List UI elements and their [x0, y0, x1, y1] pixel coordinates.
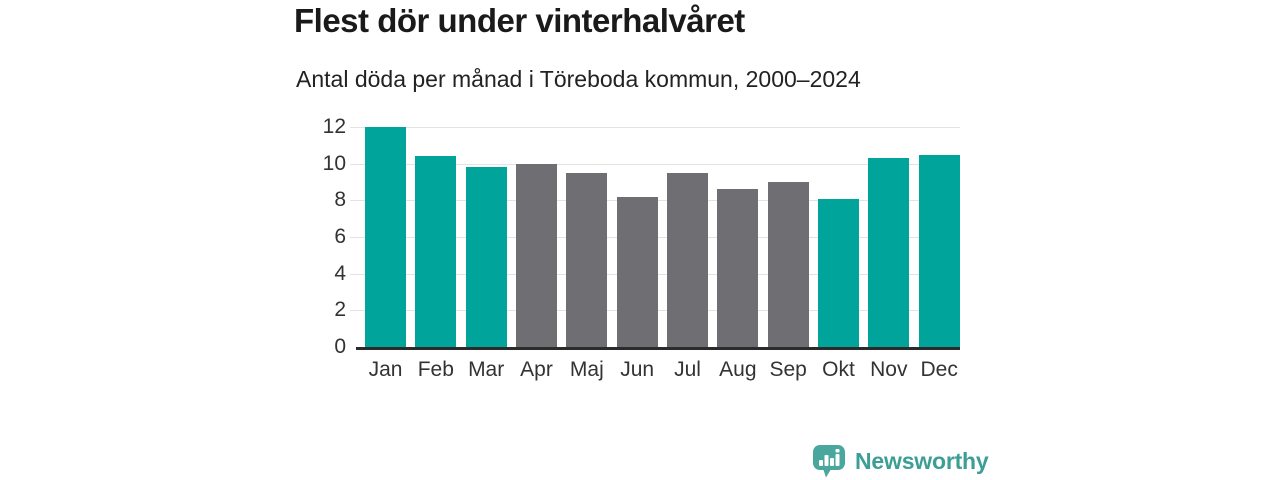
bar-mar [465, 167, 507, 347]
y-tick-12: 12 [322, 115, 346, 138]
x-tick-maj: Maj [569, 358, 604, 381]
x-tick-apr: Apr [520, 358, 553, 381]
newsworthy-logo: Newsworthy [812, 444, 989, 478]
bar-maj [566, 172, 608, 347]
x-tick-jan: Jan [368, 358, 403, 381]
chart-title: Flest dör under vinterhalvåret [294, 2, 745, 39]
bar-jul [667, 172, 708, 347]
x-tick-nov: Nov [870, 358, 908, 381]
chart-subtitle: Antal döda per månad i Töreboda kommun, … [296, 66, 861, 92]
x-tick-okt: Okt [822, 358, 855, 381]
bar-chart: 0 2 4 6 8 10 12 Jan Feb Mar Apr Maj Jun Jul Aug Sep Okt… [298, 115, 968, 392]
plot-area [350, 127, 960, 350]
bar-jun [616, 196, 658, 347]
bar-dec [918, 154, 960, 347]
gridline-y-10 [350, 163, 960, 165]
bar-chart-speech-bubble-icon [813, 445, 845, 478]
x-tick-jul: Jul [674, 358, 701, 381]
bar-apr [516, 163, 557, 347]
y-tick-8: 8 [334, 188, 346, 212]
y-tick-10: 10 [322, 151, 346, 175]
bar-feb [415, 156, 457, 347]
bar-aug [717, 189, 759, 347]
bar-okt [818, 198, 859, 347]
y-tick-6: 6 [334, 225, 346, 248]
x-tick-feb: Feb [417, 358, 454, 381]
y-tick-4: 4 [334, 261, 346, 285]
gridline-y-12 [350, 127, 960, 128]
bar-sep [767, 182, 809, 347]
x-tick-sep: Sep [769, 358, 807, 381]
y-tick-2: 2 [334, 298, 346, 322]
bar-jan [365, 127, 406, 347]
x-tick-jun: Jun [620, 358, 655, 381]
x-tick-mar: Mar [468, 358, 505, 381]
x-tick-aug: Aug [719, 358, 757, 381]
y-tick-0: 0 [334, 335, 346, 358]
x-tick-dec: Dec [920, 358, 958, 381]
bar-nov [868, 158, 910, 347]
brand-name: Newsworthy [855, 447, 989, 474]
